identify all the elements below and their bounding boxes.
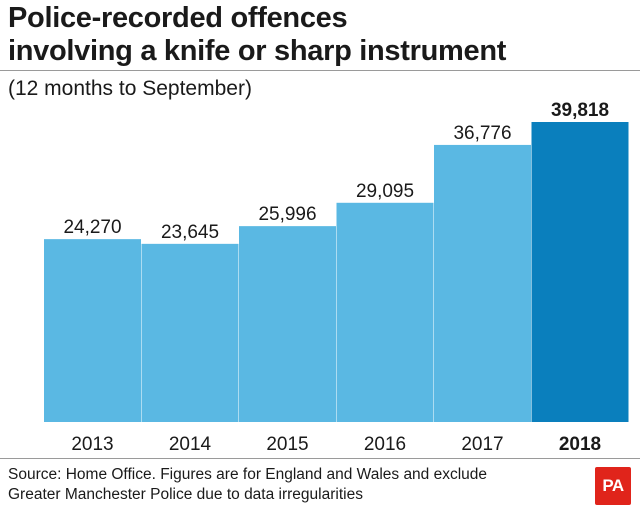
- x-tick-label-2015: 2015: [266, 434, 308, 455]
- value-label-2016: 29,095: [356, 181, 414, 202]
- bar-2014: [141, 243, 239, 422]
- x-tick-label-2014: 2014: [169, 434, 212, 455]
- pa-logo: PA: [595, 467, 631, 505]
- x-tick-label-2018: 2018: [559, 434, 601, 455]
- chart-title-line-1: Police-recorded offences: [8, 2, 348, 34]
- value-label-2017: 36,776: [453, 123, 511, 144]
- bar-2013: [44, 239, 141, 422]
- chart-subtitle: (12 months to September): [8, 77, 252, 100]
- x-tick-label-2013: 2013: [71, 434, 113, 455]
- title-divider: [0, 70, 640, 71]
- value-label-2018: 39,818: [551, 100, 609, 121]
- x-tick-label-2016: 2016: [364, 434, 406, 455]
- chart-title: Police-recorded offences involving a kni…: [8, 2, 632, 68]
- source-note: Source: Home Office. Figures are for Eng…: [8, 465, 568, 505]
- bar-2015: [239, 226, 336, 422]
- bar-2017: [434, 144, 531, 422]
- bar-2016: [336, 202, 434, 422]
- source-note-line-1: Source: Home Office. Figures are for Eng…: [8, 466, 488, 483]
- value-label-2014: 23,645: [161, 222, 219, 243]
- bar-chart: 24,270 2013 23,645 2014 25,996 2015 29,095 2016…: [44, 100, 629, 455]
- chart-title-line-2: involving a knife or sharp instrument: [8, 35, 507, 67]
- value-label-2015: 25,996: [258, 204, 316, 225]
- x-tick-label-2017: 2017: [461, 434, 503, 455]
- bar-2018: [531, 122, 629, 422]
- footer-divider: [0, 458, 640, 459]
- source-note-line-2: Greater Manchester Police due to data ir…: [8, 486, 363, 503]
- value-label-2013: 24,270: [63, 217, 121, 238]
